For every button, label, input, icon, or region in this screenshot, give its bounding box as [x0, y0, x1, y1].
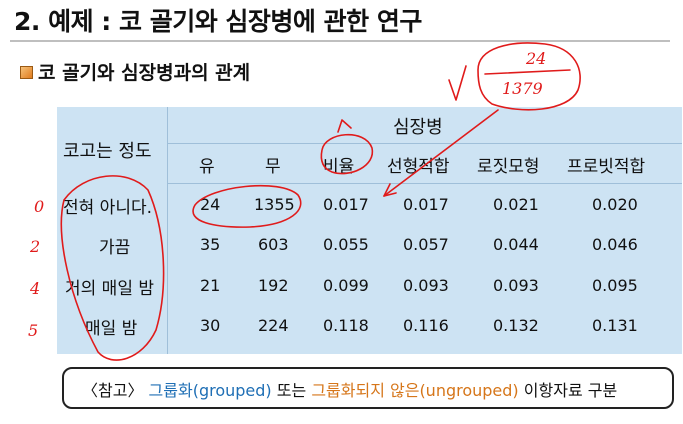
data-table: 코고는 정도 심장병 유 무 비율 선형적합 로짓모형 프로빗적합 전혀 아니다… [57, 107, 682, 354]
table-cell: 0.116 [403, 316, 449, 335]
note-ungrouped: 그룹화되지 않은(ungrouped) [311, 381, 519, 400]
table-cell: 0.021 [493, 195, 539, 214]
title-divider [10, 40, 670, 42]
table-cell: 0.057 [403, 235, 449, 254]
fraction-numerator: 24 [525, 49, 546, 68]
table-cell: 0.132 [493, 316, 539, 335]
column-header: 유 [199, 157, 215, 177]
row-label: 가끔 [99, 238, 131, 258]
column-header: 무 [265, 157, 281, 177]
column-header: 선형적합 [387, 157, 450, 177]
table-cell: 0.118 [323, 316, 369, 335]
table-divider [167, 143, 682, 144]
table-cell: 0.017 [323, 195, 369, 214]
score-mark: 5 [28, 321, 38, 340]
row-label: 전혀 아니다. [63, 198, 153, 218]
row-label: 매일 밤 [85, 319, 138, 339]
check-mark-2 [448, 65, 467, 101]
table-cell: 224 [258, 316, 289, 335]
table-divider [167, 107, 168, 354]
note-text: 〈참고〉 그룹화(grouped) 또는 그룹화되지 않은(ungrouped)… [82, 377, 617, 401]
section-subtitle: 코 골기와 심장병과의 관계 [38, 62, 251, 84]
circle-fraction [477, 42, 581, 111]
table-cell: 21 [200, 276, 221, 295]
score-mark: 2 [29, 237, 40, 256]
table-cell: 35 [200, 235, 221, 254]
row-label: 거의 매일 밤 [65, 279, 155, 299]
fraction-denominator: 1379 [502, 79, 543, 98]
table-cell: 1355 [254, 195, 295, 214]
note-prefix: 〈참고〉 [82, 381, 144, 400]
table-cell: 24 [200, 195, 221, 214]
group-header: 심장병 [393, 117, 443, 138]
column-header: 비율 [323, 157, 355, 177]
table-cell: 0.020 [592, 195, 638, 214]
table-cell: 0.046 [592, 235, 638, 254]
note-grouped: 그룹화(grouped) [148, 381, 272, 400]
table-cell: 30 [200, 316, 221, 335]
page-title: 2. 예제 : 코 골기와 심장병에 관한 연구 [14, 7, 422, 36]
row-header: 코고는 정도 [63, 141, 152, 162]
bullet-icon [20, 66, 33, 79]
note-connector: 또는 [276, 381, 307, 400]
table-divider [167, 183, 682, 184]
table-cell: 0.095 [592, 276, 638, 295]
table-cell: 0.055 [323, 235, 369, 254]
note-suffix: 이항자료 구분 [523, 381, 618, 400]
table-cell: 0.044 [493, 235, 539, 254]
table-cell: 0.131 [592, 316, 638, 335]
score-mark: 4 [29, 279, 40, 298]
column-header: 로짓모형 [477, 157, 540, 177]
table-cell: 0.093 [403, 276, 449, 295]
fraction-bar [484, 69, 571, 75]
score-mark: 0 [34, 197, 44, 216]
column-header: 프로빗적합 [567, 157, 646, 177]
table-cell: 0.093 [493, 276, 539, 295]
table-cell: 0.017 [403, 195, 449, 214]
note-box: 〈참고〉 그룹화(grouped) 또는 그룹화되지 않은(ungrouped)… [62, 367, 674, 409]
table-cell: 0.099 [323, 276, 369, 295]
table-cell: 192 [258, 276, 289, 295]
table-cell: 603 [258, 235, 289, 254]
